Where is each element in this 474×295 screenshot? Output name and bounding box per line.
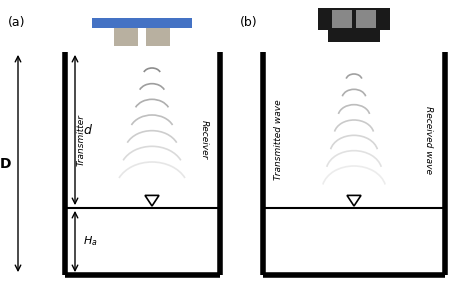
FancyBboxPatch shape bbox=[356, 10, 376, 28]
Text: (b): (b) bbox=[240, 16, 258, 29]
Text: $H_a$: $H_a$ bbox=[82, 235, 97, 248]
FancyBboxPatch shape bbox=[332, 10, 352, 28]
Text: Receiver: Receiver bbox=[200, 120, 209, 160]
Text: (a): (a) bbox=[8, 16, 26, 29]
FancyBboxPatch shape bbox=[114, 28, 138, 46]
Text: D: D bbox=[0, 157, 12, 171]
FancyBboxPatch shape bbox=[318, 8, 390, 30]
Text: Received wave: Received wave bbox=[425, 106, 434, 174]
Text: Transmitted wave: Transmitted wave bbox=[274, 100, 283, 180]
Text: d: d bbox=[83, 124, 91, 137]
FancyBboxPatch shape bbox=[92, 18, 192, 28]
Polygon shape bbox=[347, 195, 361, 206]
FancyBboxPatch shape bbox=[146, 28, 170, 46]
Polygon shape bbox=[145, 195, 159, 206]
FancyBboxPatch shape bbox=[328, 30, 380, 42]
Text: Transmitter: Transmitter bbox=[76, 114, 85, 166]
